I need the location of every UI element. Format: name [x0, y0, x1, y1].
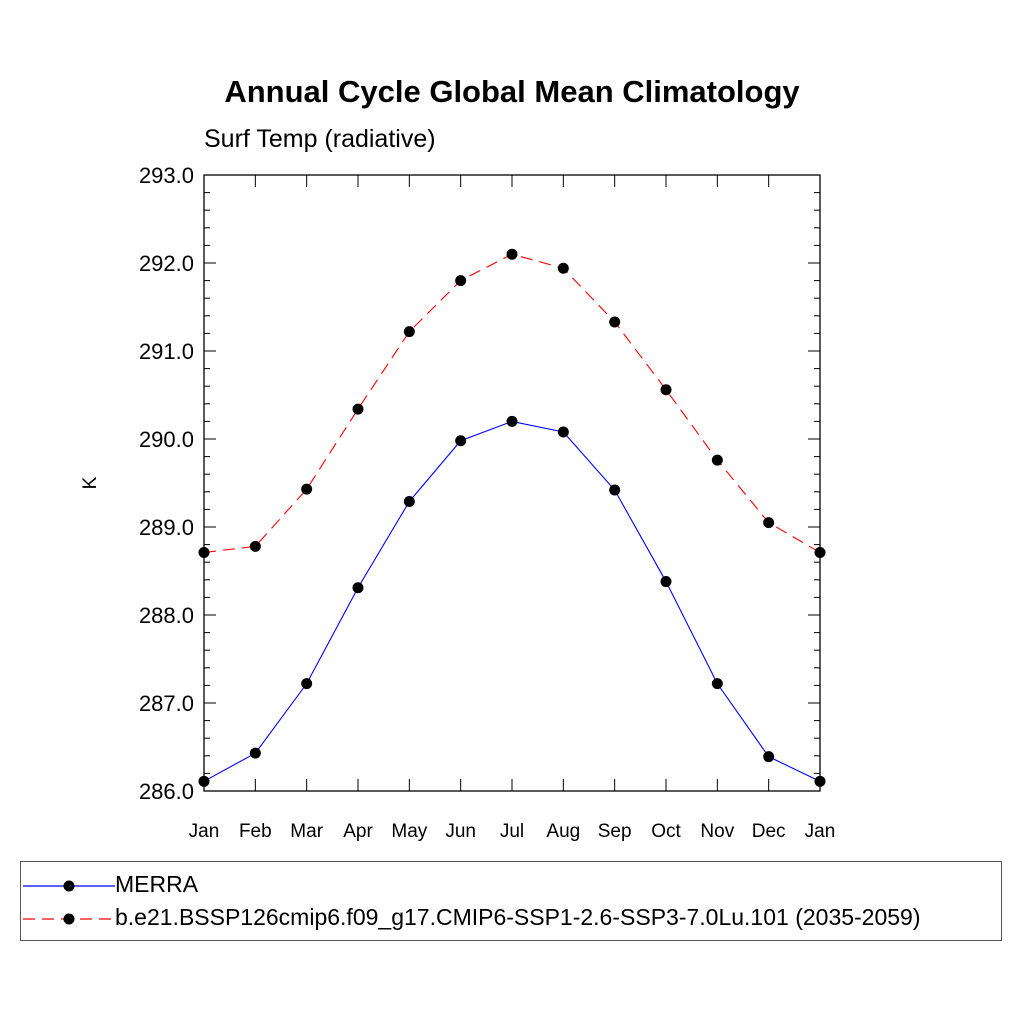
data-point [301, 483, 313, 495]
data-point [352, 403, 364, 415]
data-point [711, 454, 723, 466]
x-tick-label: Feb [239, 821, 272, 842]
y-tick-label: 290.0 [139, 427, 194, 452]
minor-ticks [204, 192, 820, 774]
data-point [609, 316, 621, 328]
data-point [557, 426, 569, 438]
x-tick-label: May [391, 821, 427, 842]
y-tick-label: 291.0 [139, 339, 194, 364]
data-point [455, 435, 467, 447]
data-point [455, 275, 467, 287]
plot-frame [203, 174, 821, 792]
y-tick-label: 287.0 [139, 691, 194, 716]
data-point [352, 582, 364, 594]
data-point [557, 262, 569, 274]
data-point [660, 576, 672, 588]
legend-label: MERRA [115, 871, 199, 897]
chart-subtitle: Surf Temp (radiative) [204, 125, 436, 153]
data-point [301, 678, 313, 690]
x-tick-label: Mar [290, 821, 323, 842]
legend-label: b.e21.BSSP126cmip6.f09_g17.CMIP6-SSP1-2.… [115, 904, 921, 930]
data-point [506, 415, 518, 427]
x-tick-label: Dec [752, 821, 786, 842]
data-point [506, 248, 518, 260]
legend: MERRA b.e21.BSSP126cmip6.f09_g17.CMIP6-S… [20, 861, 1002, 941]
data-point [660, 384, 672, 396]
data-point [763, 517, 775, 529]
y-tick-label: 292.0 [139, 251, 194, 276]
legend-item-model: b.e21.BSSP126cmip6.f09_g17.CMIP6-SSP1-2.… [21, 903, 1001, 935]
chart-title: Annual Cycle Global Mean Climatology [224, 74, 800, 109]
x-tick-label: Nov [700, 821, 734, 842]
data-point [763, 751, 775, 763]
x-tick-label: Jan [189, 821, 220, 842]
x-tick-label: Apr [343, 821, 373, 842]
y-tick-label: 293.0 [139, 163, 194, 188]
data-point [249, 747, 261, 759]
series-line-1 [203, 253, 821, 554]
data-point [711, 678, 723, 690]
y-axis-label: K [80, 476, 101, 489]
data-point [249, 540, 261, 552]
x-tick-label: Sep [598, 821, 632, 842]
x-tick-label: Jun [445, 821, 476, 842]
y-tick-label: 289.0 [139, 515, 194, 540]
series-line-0 [203, 420, 821, 782]
series-layer [198, 248, 826, 787]
legend-item-merra: MERRA [21, 870, 1001, 902]
x-tick-label: Aug [546, 821, 580, 842]
tick-labels: 286.0 287.0 288.0 289.0 290.0 291.0 292.0 293.0… [139, 163, 835, 842]
y-tick-label: 286.0 [139, 779, 194, 804]
x-tick-label: Jul [500, 821, 524, 842]
x-tick-label: Oct [651, 821, 681, 842]
legend-line-dashed-red [23, 913, 115, 925]
y-tick-label: 288.0 [139, 603, 194, 628]
data-point [609, 484, 621, 496]
x-tick-label: Jan [805, 821, 836, 842]
legend-line-solid-blue [23, 880, 115, 892]
data-point [403, 495, 415, 507]
data-point [403, 326, 415, 338]
